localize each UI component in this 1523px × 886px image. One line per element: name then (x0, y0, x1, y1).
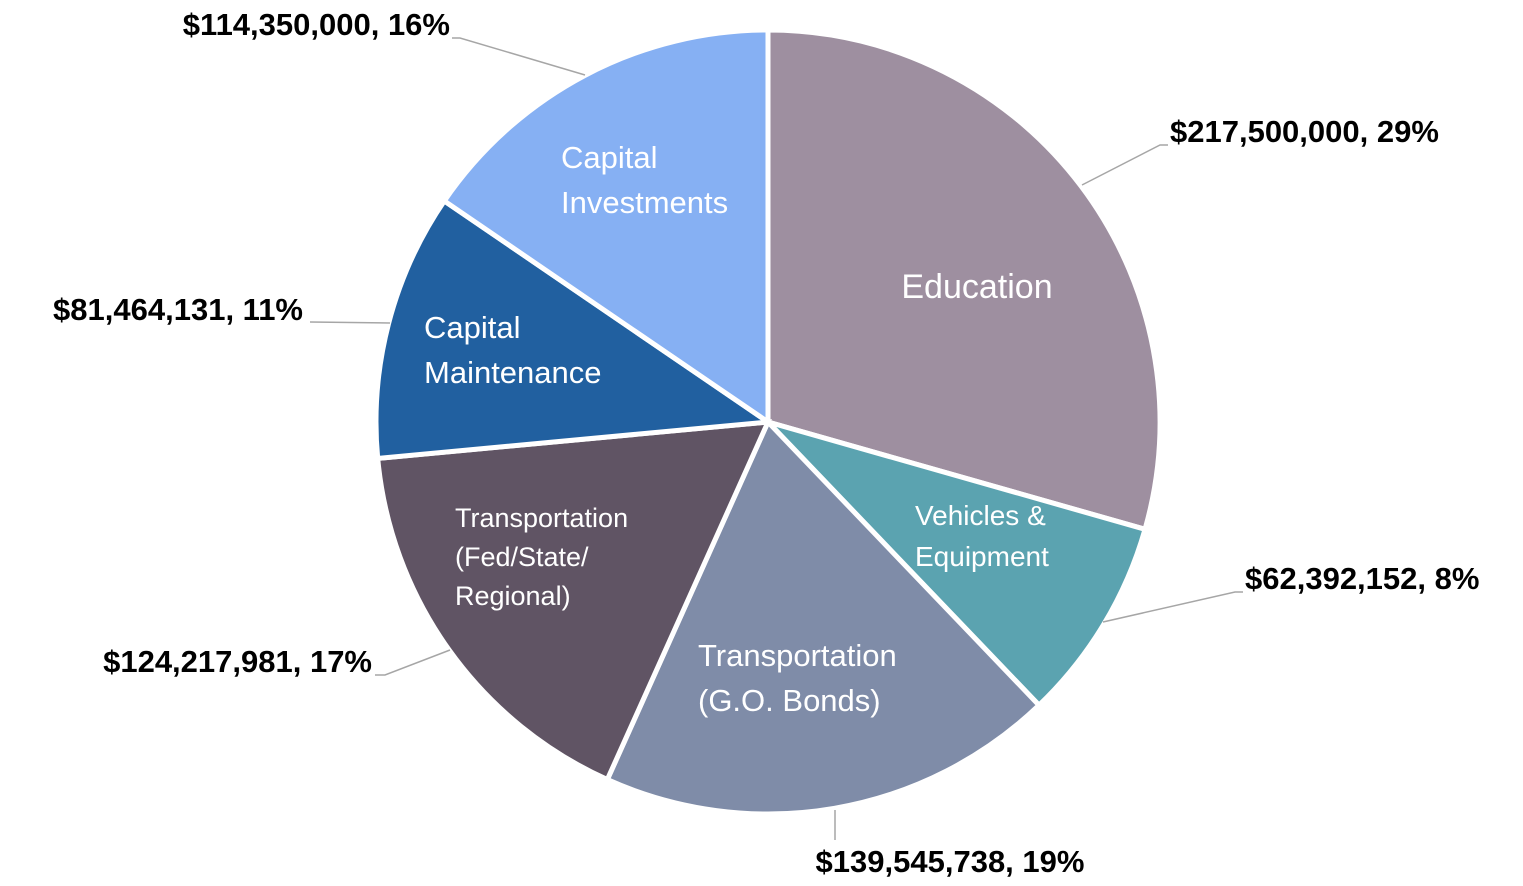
slice-label: Transportation (Fed/State/ Regional) (455, 503, 629, 612)
pie-slice (440, 27, 771, 427)
leader-line (375, 649, 451, 676)
leader-line (1102, 591, 1243, 623)
leader-line (1081, 144, 1168, 186)
data-label: $81,464,131, 11% (53, 292, 303, 327)
slice-label: Vehicles & Equipment (915, 500, 1049, 572)
data-label: $62,392,152, 8% (1245, 561, 1479, 596)
data-label: $139,545,738, 19% (816, 844, 1085, 879)
data-label: $217,500,000, 29% (1170, 114, 1439, 149)
slice-label: Transportation (G.O. Bonds) (698, 638, 897, 718)
pie-slice (759, 417, 1149, 709)
leader-line (309, 321, 391, 324)
slice-label: Capital Maintenance (424, 310, 602, 390)
data-label: $124,217,981, 17% (103, 644, 372, 679)
pie-slice (373, 197, 776, 462)
slice-label: Education (901, 268, 1053, 306)
pie-slice (604, 417, 1043, 817)
leader-line (452, 37, 586, 76)
data-label: $114,350,000, 16% (183, 7, 450, 42)
slice-label: Capital Investments (561, 140, 729, 220)
pie-slice (765, 27, 1163, 533)
